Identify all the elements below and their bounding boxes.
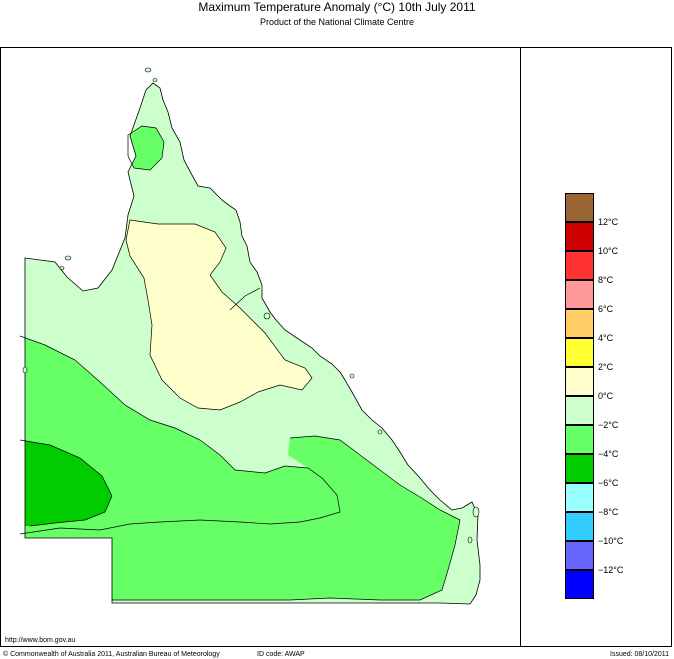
legend-swatch	[565, 251, 594, 280]
legend-swatch	[565, 570, 594, 599]
issued-date: Issued: 08/10/2011	[610, 651, 670, 658]
legend-swatch	[565, 280, 594, 309]
legend-label: 0°C	[598, 391, 614, 401]
islands	[22, 67, 480, 544]
legend-divider	[520, 47, 521, 647]
map-frame	[0, 47, 672, 647]
legend-swatch	[565, 425, 594, 454]
region-zero-to-two	[126, 220, 312, 410]
legend-label: 12°C	[598, 217, 619, 227]
legend-label: 2°C	[598, 362, 614, 372]
legend-label: −8°C	[598, 507, 619, 517]
copyright-text: © Commonwealth of Australia 2011, Austra…	[3, 651, 220, 658]
anomaly-regions	[25, 83, 480, 604]
legend-swatch	[565, 454, 594, 483]
map-title: Maximum Temperature Anomaly (°C) 10th Ju…	[198, 0, 476, 14]
region-minus-four-to-minus-two-south	[25, 436, 460, 600]
queensland-coastline	[24, 82, 481, 605]
legend-label: −12°C	[598, 565, 624, 575]
legend-swatch	[565, 222, 594, 251]
legend-label: 6°C	[598, 304, 614, 314]
legend-label: −10°C	[598, 536, 624, 546]
legend-swatch	[565, 483, 594, 512]
legend-label: 4°C	[598, 333, 614, 343]
contour-lines	[19, 125, 461, 601]
legend-label: −2°C	[598, 420, 619, 430]
legend-swatch	[565, 338, 594, 367]
legend-swatch	[565, 396, 594, 425]
legend-swatch	[565, 541, 594, 570]
legend-swatch	[565, 512, 594, 541]
region-minus-six-to-minus-four	[25, 440, 112, 526]
region-cape-york-minus-four	[128, 126, 164, 170]
source-url[interactable]: http://www.bom.gov.au	[5, 637, 76, 644]
legend-swatch	[565, 193, 594, 222]
id-code: ID code: AWAP	[257, 651, 305, 658]
legend-label: −4°C	[598, 449, 619, 459]
legend-label: 10°C	[598, 246, 619, 256]
legend-swatch	[565, 367, 594, 396]
map-subtitle: Product of the National Climate Centre	[259, 17, 415, 27]
legend-label: 8°C	[598, 275, 614, 285]
legend-label: −6°C	[598, 478, 619, 488]
legend-swatch	[565, 309, 594, 338]
